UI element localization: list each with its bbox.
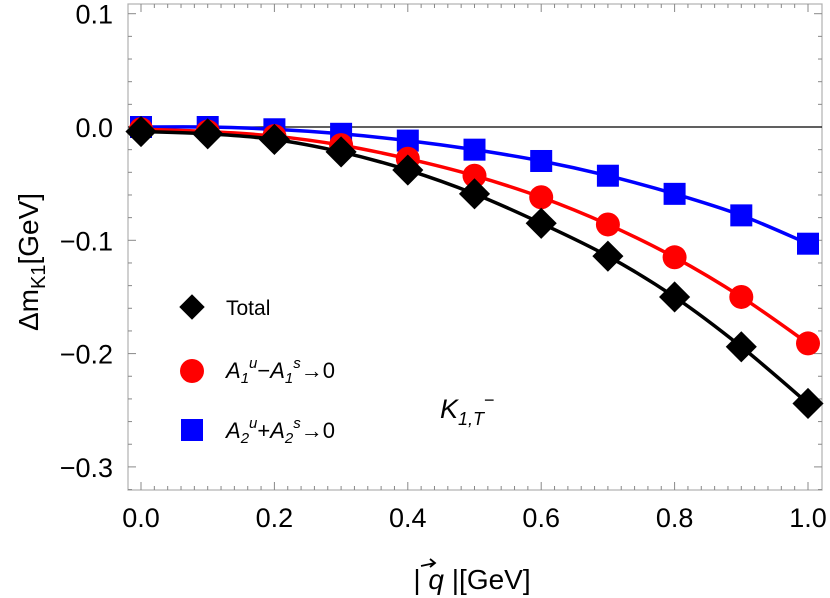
annotation-label: K1,T−	[440, 390, 495, 429]
data-point-total	[592, 240, 624, 272]
data-point-a2	[530, 149, 553, 172]
legend-item-a1: A1u−A1s→0	[180, 355, 335, 387]
legend-diamond-icon	[179, 294, 205, 320]
data-point-a1	[529, 185, 554, 210]
x-tick-label: 0.8	[656, 503, 694, 533]
vector-arrow-icon	[420, 558, 437, 568]
data-point-a2	[463, 138, 486, 161]
legend-label-total: Total	[226, 297, 270, 320]
legend-circle-icon	[180, 359, 204, 383]
y-tick-label: −0.3	[60, 453, 113, 483]
x-axis-title-left: |	[413, 564, 428, 595]
data-point-total	[392, 154, 424, 186]
y-axis-title-unit: [GeV]	[13, 193, 44, 265]
legend: Total A1u−A1s→0 A2u+A2s→0	[179, 294, 335, 447]
axis-ticks	[128, 4, 822, 491]
y-axis-title-sub: K1	[28, 265, 50, 289]
legend-label-a2: A2u+A2s→0	[224, 415, 335, 447]
data-point-a2	[596, 164, 619, 187]
data-point-a2	[730, 204, 753, 227]
legend-item-a2: A2u+A2s→0	[181, 415, 335, 447]
data-point-total	[125, 115, 157, 148]
legend-square-icon	[181, 419, 203, 441]
x-axis-title: | q |[GeV]	[413, 564, 530, 595]
x-tick-label: 1.0	[789, 503, 827, 533]
data-point-a1	[462, 163, 487, 188]
data-point-a2	[663, 182, 686, 205]
x-tick-label: 0.6	[522, 503, 560, 533]
y-tick-label: 0.1	[75, 0, 113, 30]
data-point-a1	[595, 212, 620, 237]
data-point-a1	[796, 331, 820, 356]
x-axis-title-right: |[GeV]	[444, 564, 531, 595]
x-tick-label: 0.0	[122, 503, 160, 533]
x-tick-label: 0.2	[256, 503, 294, 533]
data-point-total	[525, 207, 557, 239]
y-tick-label: −0.1	[60, 226, 113, 256]
data-point-total	[458, 178, 491, 210]
data-point-a2	[396, 129, 419, 152]
y-axis-title-main: Δm	[13, 289, 44, 331]
y-axis-title: ΔmK1[GeV]	[13, 193, 50, 331]
y-tick-label: −0.2	[60, 340, 113, 370]
x-tick-label: 0.4	[389, 503, 427, 533]
legend-label-a1: A1u−A1s→0	[224, 355, 335, 387]
data-point-a2	[797, 232, 819, 255]
data-point-total	[725, 331, 757, 363]
data-point-a1	[662, 245, 687, 270]
data-point-total	[325, 136, 357, 168]
tick-labels: 0.0 0.2 0.4 0.6 0.8 1.0 0.1 0.0 −0.1 −0.2 −0.3	[60, 0, 827, 533]
data-markers	[125, 115, 824, 420]
legend-item-total: Total	[179, 294, 270, 320]
data-point-total	[659, 281, 691, 313]
y-tick-label: 0.0	[75, 113, 113, 143]
data-point-total	[258, 123, 290, 156]
x-axis-title-q: q	[428, 564, 444, 595]
data-point-total	[792, 387, 824, 420]
data-point-a1	[729, 284, 754, 309]
